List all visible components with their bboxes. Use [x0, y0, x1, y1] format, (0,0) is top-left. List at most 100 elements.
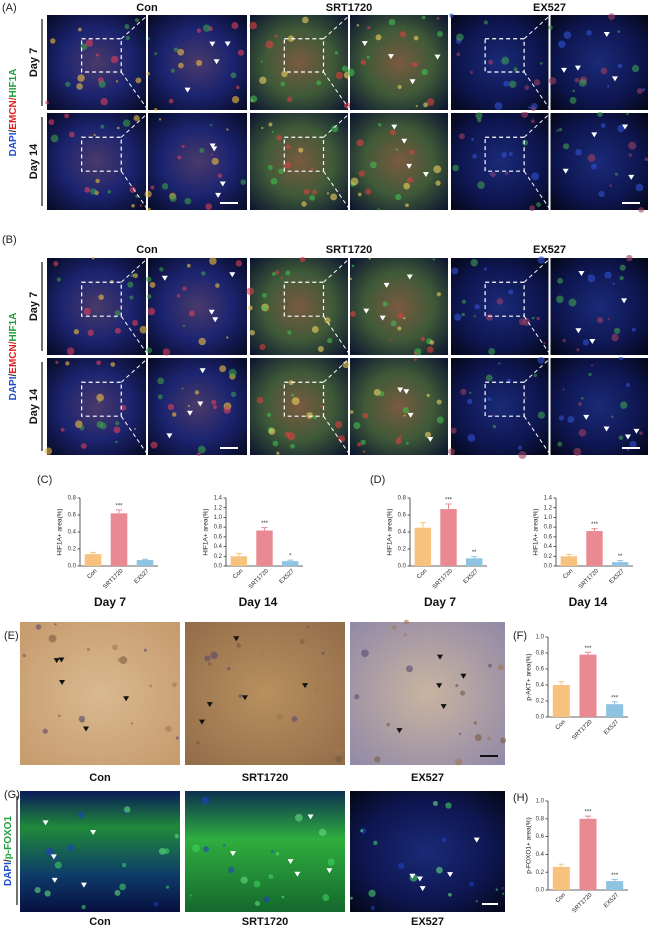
micrograph-speck: [449, 13, 454, 18]
micrograph-speck: [266, 308, 270, 311]
micrograph-speck: [503, 80, 510, 87]
zoom-line: [323, 170, 351, 211]
micrograph-speck: [403, 633, 407, 637]
micrograph-speck: [263, 896, 270, 903]
micrograph-speck: [378, 123, 382, 127]
micrograph-speck: [618, 435, 624, 440]
chart-subtitle: Day 7: [424, 595, 456, 609]
error-bar: [142, 558, 148, 561]
y-tick-label: 0.8: [398, 496, 407, 502]
micrograph-speck: [524, 396, 527, 399]
arrowhead: [198, 719, 205, 725]
micrograph-speck: [607, 318, 610, 321]
micrograph-speck: [84, 186, 91, 193]
y-tick-label: 0.8: [544, 525, 553, 531]
micrograph-speck: [171, 412, 177, 417]
micrograph-speck: [163, 848, 170, 854]
micrograph-speck: [50, 38, 56, 44]
significance: ***: [445, 498, 453, 504]
micrograph-speck: [500, 737, 507, 744]
micrograph-speck: [247, 305, 253, 311]
micrograph-speck: [259, 343, 266, 351]
micrograph-speck: [187, 404, 190, 408]
micrograph-speck: [423, 102, 429, 108]
micrograph-speck: [146, 347, 153, 354]
micrograph-speck: [600, 67, 608, 75]
micrograph-speck: [445, 802, 452, 809]
micrograph-speck: [145, 276, 152, 283]
arrowhead: [574, 65, 581, 71]
micrograph: [20, 622, 180, 765]
micrograph-speck: [306, 625, 310, 629]
micrograph-speck: [50, 134, 59, 143]
micrograph-speck: [58, 714, 61, 718]
scale-bar: [220, 447, 238, 449]
zoom-line: [120, 357, 149, 383]
micrograph-speck: [436, 17, 440, 20]
micrograph-speck: [317, 345, 324, 353]
zoom-line: [323, 71, 351, 111]
micrograph-speck: [375, 34, 382, 41]
micrograph-speck: [210, 651, 218, 660]
micrograph-speck: [461, 312, 466, 317]
x-tick-label: EX527: [134, 568, 151, 585]
zoom-line: [523, 14, 551, 40]
micrograph-speck: [132, 319, 139, 326]
micrograph-speck: [397, 326, 402, 331]
micrograph-speck: [370, 161, 377, 169]
micrograph-speck: [98, 294, 104, 300]
micrograph-speck: [299, 639, 305, 645]
panel-label: (D): [370, 474, 385, 486]
micrograph-speck: [228, 368, 237, 377]
error-bar: [611, 701, 618, 705]
significance: **: [472, 550, 477, 556]
micrograph-speck: [100, 124, 105, 129]
arrowhead: [624, 434, 631, 440]
arrowhead: [215, 192, 222, 198]
micrograph-speck: [150, 185, 155, 190]
y-tick-label: 0.0: [536, 888, 545, 894]
row-label: Day 7: [28, 48, 40, 77]
zoom-line: [523, 112, 551, 138]
arrowhead: [212, 317, 219, 323]
micrograph-speck: [147, 307, 156, 316]
micrograph-speck: [606, 84, 610, 88]
stain-label: DAPI/p-FOXO1: [3, 816, 14, 886]
micrograph-speck: [306, 412, 313, 419]
micrograph-speck: [429, 340, 435, 345]
micrograph-speck: [522, 318, 531, 327]
micrograph-speck: [628, 153, 632, 157]
micrograph-speck: [626, 254, 633, 262]
micrograph-speck: [490, 172, 496, 178]
micrograph-speck: [311, 325, 319, 333]
micrograph-speck: [349, 310, 356, 318]
micrograph-speck: [521, 110, 529, 118]
arrowhead: [224, 41, 231, 47]
micrograph-speck: [349, 410, 354, 414]
micrograph-speck: [502, 892, 505, 895]
micrograph-speck: [131, 203, 135, 208]
micrograph-speck: [569, 96, 577, 104]
micrograph-speck: [368, 889, 376, 898]
micrograph: [20, 791, 180, 912]
micrograph-speck: [399, 31, 407, 38]
micrograph-speck: [531, 172, 540, 181]
zoom-box: [81, 381, 122, 417]
stain-part: /: [8, 130, 19, 133]
micrograph-speck: [397, 84, 402, 90]
arrowhead: [396, 728, 403, 734]
micrograph-speck: [509, 80, 517, 88]
micrograph-speck: [558, 40, 566, 48]
zoom-box: [283, 381, 325, 417]
arrowhead: [206, 702, 213, 708]
micrograph-speck: [330, 193, 338, 201]
micrograph-speck: [420, 336, 425, 342]
chart-subtitle: Day 7: [94, 595, 126, 609]
micrograph-speck: [612, 282, 616, 285]
micrograph-speck: [455, 758, 463, 766]
micrograph-speck: [582, 339, 589, 346]
arrowhead: [58, 657, 65, 663]
micrograph-speck: [236, 642, 242, 648]
micrograph-speck: [436, 292, 441, 297]
arrowhead: [622, 124, 629, 130]
